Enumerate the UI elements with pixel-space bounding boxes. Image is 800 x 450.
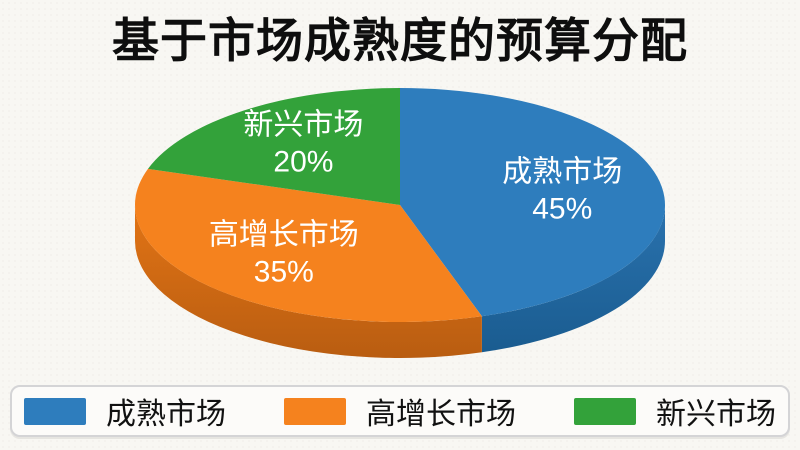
pie-slice-label-mature-market: 成熟市场 45% [502,156,622,226]
pie-slice-high-growth-market [134,168,482,322]
legend: 成熟市场 高增长市场 新兴市场 [10,385,790,437]
legend-item-emerging-market: 新兴市场 [574,389,776,433]
legend-item-mature-market: 成熟市场 [24,389,226,433]
legend-swatch-mature-market-icon [24,397,86,425]
legend-label: 成熟市场 [106,398,226,431]
pie-slice-label-high-growth-market: 高增长市场 35% [209,218,359,288]
legend-label: 高增长市场 [366,398,516,431]
pie-slice-emerging-market [147,88,400,205]
pie-slice-label-emerging-market: 新兴市场 20% [243,108,363,178]
pie-slice-mature-market-side [481,205,665,353]
pie-slice-mature-market [400,88,666,317]
legend-label: 新兴市场 [656,398,776,431]
legend-item-high-growth-market: 高增长市场 [284,389,516,433]
legend-swatch-high-growth-market-icon [284,397,346,425]
chart-title: 基于市场成熟度的预算分配 [112,14,688,67]
pie-slice-high-growth-market-side [135,205,482,358]
legend-swatch-emerging-market-icon [574,397,636,425]
